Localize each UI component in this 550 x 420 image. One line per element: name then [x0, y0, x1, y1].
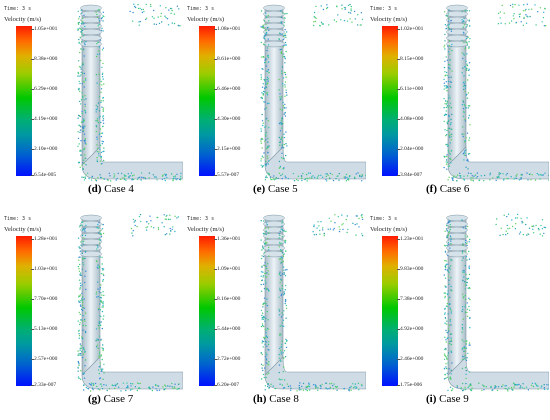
tick-label: 6.20e-007: [213, 382, 240, 388]
tick-label: 1.08e+001: [213, 26, 241, 32]
tick-label: 4.30e+000: [213, 116, 241, 122]
caption: (d) Case 4: [88, 183, 134, 195]
caption: (e) Case 5: [253, 183, 298, 195]
pipe-particle-plot: [77, 3, 183, 182]
tick-label: 1.36e+001: [213, 236, 241, 242]
legend-title: Velocity (m/s): [4, 16, 42, 23]
tick-label: 2.57e+000: [30, 356, 58, 362]
tick-label: 4.19e+000: [30, 116, 58, 122]
time-label: Time: 3 s: [370, 6, 398, 12]
caption-case: Case 7: [103, 393, 134, 405]
panel-case-8: Time: 3 s Velocity (m/s) 1.36e+001 1.09e…: [183, 210, 366, 420]
caption-case: Case 4: [104, 183, 134, 195]
tick-label: 6.46e+000: [213, 86, 241, 92]
pipe-particle-plot: [77, 213, 183, 392]
tick-label: 2.10e+000: [30, 146, 58, 152]
panel-case-7: Time: 3 s Velocity (m/s) 1.28e+001 1.03e…: [0, 210, 183, 420]
tick-label: 5.13e+000: [30, 326, 58, 332]
panel-case-5: Time: 3 s Velocity (m/s) 1.08e+001 8.61e…: [183, 0, 366, 210]
tick-label: 2.04e+000: [396, 146, 424, 152]
caption-letter: (i): [426, 393, 437, 405]
tick-label: 6.11e+000: [396, 86, 424, 92]
tick-label: 4.08e+000: [396, 116, 424, 122]
time-label: Time: 3 s: [370, 216, 398, 222]
tick-label: 1.05e+001: [30, 26, 58, 32]
caption-case: Case 9: [439, 393, 469, 405]
tick-label: 3.84e-007: [396, 172, 423, 178]
legend-title: Velocity (m/s): [370, 16, 408, 23]
velocity-colorbar: [16, 236, 32, 386]
caption: (i) Case 9: [426, 393, 469, 405]
caption-letter: (e): [253, 183, 266, 195]
tick-label: 8.61e+000: [213, 56, 241, 62]
tick-label: 5.57e-007: [213, 172, 240, 178]
pipe-particle-plot: [443, 3, 549, 182]
caption-letter: (d): [88, 183, 102, 195]
velocity-colorbar: [199, 236, 215, 386]
legend-title: Velocity (m/s): [4, 226, 42, 233]
time-label: Time: 3 s: [187, 216, 215, 222]
tick-label: 1.75e-006: [396, 382, 423, 388]
tick-label: 7.38e+000: [396, 296, 424, 302]
tick-label: 2.33e-007: [30, 382, 57, 388]
tick-label: 6.29e+000: [30, 86, 58, 92]
caption: (f) Case 6: [426, 183, 469, 195]
tick-label: 1.03e+001: [30, 266, 58, 272]
pipe-particle-plot: [260, 214, 366, 392]
tick-label: 8.16e+000: [213, 296, 241, 302]
tick-label: 2.72e+000: [213, 356, 241, 362]
caption-case: Case 6: [439, 183, 470, 195]
tick-label: 6.54e-005: [30, 172, 57, 178]
tick-label: 2.15e+000: [213, 146, 241, 152]
tick-label: 7.70e+000: [30, 296, 58, 302]
caption-case: Case 5: [267, 183, 298, 195]
tick-label: 1.28e+001: [30, 236, 58, 242]
tick-label: 5.44e+000: [213, 326, 241, 332]
time-label: Time: 3 s: [4, 6, 32, 12]
velocity-colorbar: [199, 26, 215, 176]
velocity-colorbar: [16, 26, 32, 176]
time-label: Time: 3 s: [4, 216, 32, 222]
caption-letter: (f): [426, 183, 437, 195]
tick-label: 8.15e+000: [396, 56, 424, 62]
legend-title: Velocity (m/s): [370, 226, 408, 233]
panel-case-4: Time: 3 s Velocity (m/s) 1.05e+001 8.38e…: [0, 0, 183, 210]
pipe-particle-plot: [443, 213, 549, 392]
tick-label: 8.38e+000: [30, 56, 58, 62]
velocity-colorbar: [382, 236, 398, 386]
velocity-colorbar: [382, 26, 398, 176]
caption: (h) Case 8: [253, 393, 299, 405]
panel-case-6: Time: 3 s Velocity (m/s) 1.02e+001 8.15e…: [366, 0, 549, 210]
tick-label: 1.09e+001: [213, 266, 241, 272]
caption: (g) Case 7: [88, 393, 133, 405]
tick-label: 1.02e+001: [396, 26, 424, 32]
caption-letter: (g): [88, 393, 101, 405]
tick-label: 9.83e+000: [396, 266, 424, 272]
tick-label: 4.92e+000: [396, 326, 424, 332]
legend-title: Velocity (m/s): [187, 226, 225, 233]
caption-case: Case 8: [269, 393, 299, 405]
panel-case-9: Time: 3 s Velocity (m/s) 1.23e+001 9.83e…: [366, 210, 549, 420]
tick-label: 2.46e+000: [396, 356, 424, 362]
legend-title: Velocity (m/s): [187, 16, 225, 23]
pipe-particle-plot: [260, 3, 366, 182]
time-label: Time: 3 s: [187, 6, 215, 12]
caption-letter: (h): [253, 393, 267, 405]
tick-label: 1.23e+001: [396, 236, 424, 242]
